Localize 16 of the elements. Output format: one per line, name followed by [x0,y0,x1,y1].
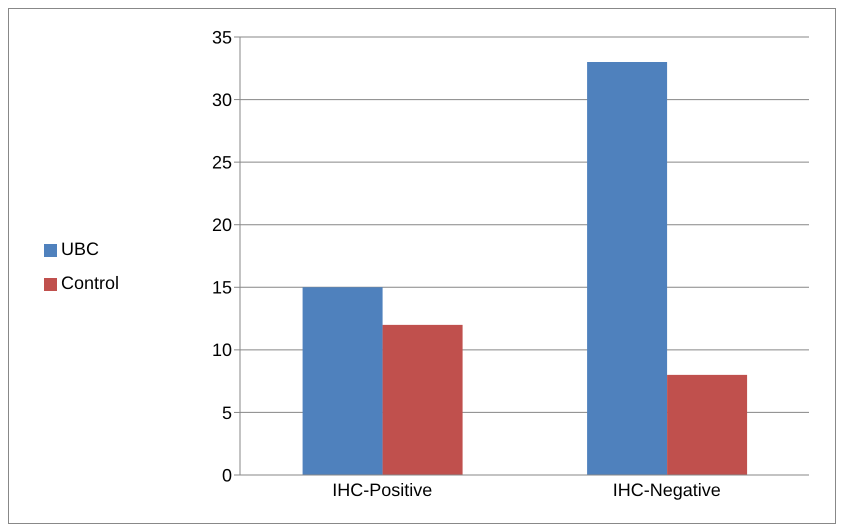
y-tick-label: 20 [212,215,232,236]
y-tick-label: 10 [212,340,232,360]
x-tick-label: IHC-Positive [332,480,432,500]
y-tick-label: 25 [212,152,232,173]
bar [667,374,748,475]
legend-label: UBC [61,239,100,259]
legend-label: Control [61,273,120,293]
y-tick-label: 35 [212,27,232,48]
y-tick-label: 30 [212,90,232,110]
y-tick-label: 15 [212,278,232,298]
bar [587,62,668,475]
bar [302,287,383,475]
y-tick-label: 0 [222,465,232,486]
x-tick-label: IHC-Negative [612,480,721,500]
y-tick-label: 5 [222,402,232,423]
bar [382,324,463,475]
